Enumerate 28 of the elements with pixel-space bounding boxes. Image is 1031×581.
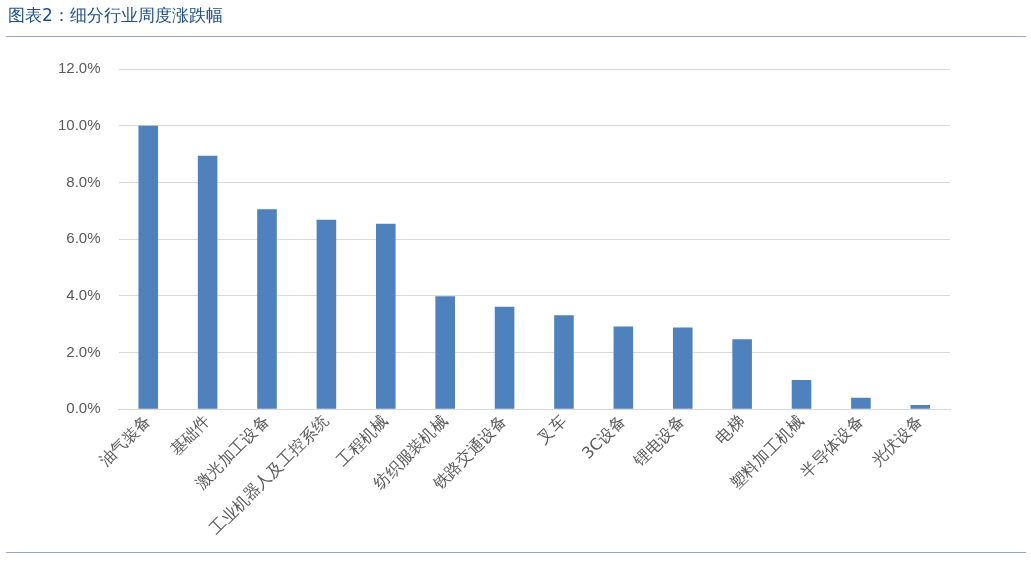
x-tick-label: 叉车 — [533, 411, 570, 448]
x-tick-label: 3C设备 — [577, 411, 630, 463]
bar — [375, 223, 396, 409]
bar — [732, 339, 752, 409]
bar — [316, 219, 337, 409]
bar — [435, 296, 455, 409]
y-tick-label: 6.0% — [66, 229, 101, 247]
y-tick-label: 2.0% — [66, 342, 101, 360]
x-tick-label: 基础件 — [166, 411, 214, 459]
y-tick-label: 12.0% — [57, 59, 101, 77]
x-tick-label: 光伏设备 — [867, 411, 927, 471]
bar — [197, 155, 218, 409]
y-tick-label: 4.0% — [66, 286, 101, 303]
bar — [672, 327, 693, 409]
chart-title: 图表2：细分行业周度涨跌幅 — [8, 4, 223, 27]
bar — [613, 326, 634, 409]
bar — [138, 125, 159, 409]
bar — [554, 315, 574, 409]
bar — [851, 397, 871, 409]
x-tick-label: 电梯 — [711, 411, 748, 448]
x-tick-label: 锂电设备 — [629, 411, 689, 471]
bar — [791, 380, 812, 409]
y-tick-label: 10.0% — [57, 115, 101, 133]
bar — [494, 306, 515, 409]
y-tick-label: 8.0% — [66, 172, 101, 190]
bar — [910, 405, 931, 409]
bar — [257, 209, 277, 409]
y-tick-label: 0.0% — [66, 399, 101, 417]
